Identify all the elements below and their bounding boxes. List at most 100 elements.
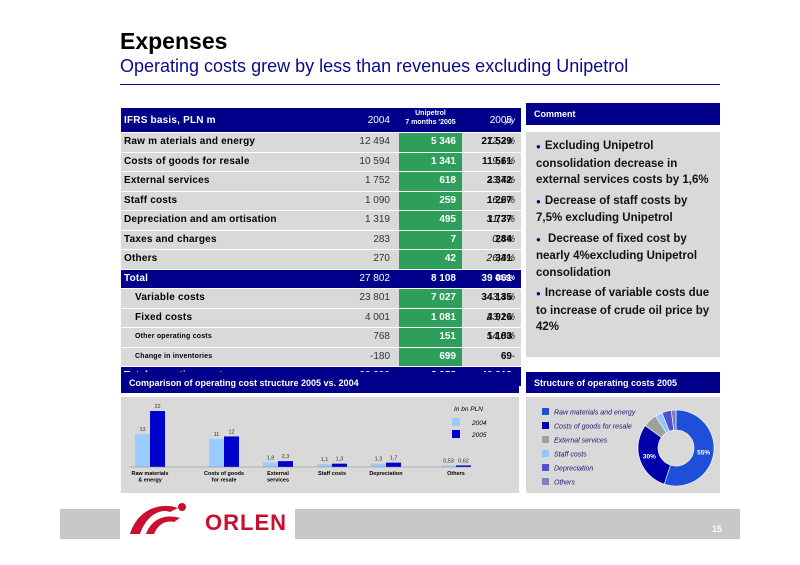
row-label: Depreciation and am ortisation — [124, 214, 277, 225]
table-row: Staff costs 1 090 259 1 267 16,2% — [121, 191, 521, 211]
legend-swatch — [542, 478, 549, 485]
value-unipetrol: 7 — [450, 233, 456, 245]
bar-value-label: 11 — [214, 432, 220, 438]
bar-chart-title: Comparison of operating cost structure 2… — [129, 378, 359, 388]
orlen-eagle-icon — [130, 503, 186, 534]
value-unipetrol: 259 — [439, 194, 456, 206]
category-label: services — [267, 478, 289, 484]
value-2005: 2 342 — [486, 175, 512, 186]
value-unipetrol-cell: 618 — [399, 172, 462, 191]
legend-swatch — [542, 436, 549, 443]
row-label: Variable costs — [135, 292, 206, 303]
comment-item: ● Excluding Unipetrol consolidation decre… — [536, 138, 716, 189]
value-yy: 33,7% — [486, 175, 515, 186]
value-2004: 1 752 — [364, 175, 390, 186]
value-2005: 4 926 — [486, 311, 512, 323]
table-header-row: IFRS basis, PLN m 2004 Unipetrol 7 month… — [121, 108, 521, 133]
table-row: Variable costs 23 801 7 027 34 135 43,4% — [121, 289, 521, 309]
value-unipetrol: 618 — [439, 175, 456, 186]
bullet-icon: ● — [536, 289, 541, 298]
value-2005: 34 135 — [481, 292, 512, 303]
row-label: Other operating costs — [135, 333, 212, 340]
table-row: Costs of goods for resale 10 594 1 341 11 5… — [121, 152, 521, 172]
pie-chart-panel: Raw materials and energy Costs of goods f… — [526, 397, 720, 493]
value-2005: 1 183 — [486, 331, 512, 342]
pie-chart-header: Structure of operating costs 2005 — [526, 372, 720, 393]
bullet-icon: ● — [536, 196, 541, 206]
value-2005: 21 529 — [481, 136, 512, 147]
value-2004: 1 090 — [364, 194, 390, 206]
bar-value-label: 0,53 — [443, 459, 454, 465]
row-label: Fixed costs — [135, 311, 193, 323]
value-yy: 40,5% — [495, 274, 515, 282]
value-yy: 23,1% — [486, 311, 515, 323]
value-unipetrol-cell: 1 341 — [399, 152, 462, 171]
bar-2004 — [371, 463, 386, 467]
legend-label: 2005 — [471, 432, 487, 439]
legend-label: Depreciation — [554, 466, 593, 473]
bar-2005 — [150, 411, 165, 467]
bar-value-label: 2,3 — [282, 454, 290, 460]
value-unipetrol-cell: 8 108 — [399, 269, 462, 288]
value-2004: 12 494 — [359, 136, 390, 147]
row-label: External services — [124, 175, 210, 186]
value-unipetrol: 8 108 — [430, 272, 456, 284]
pie-slice-label: 55% — [697, 449, 710, 456]
pie-chart: Raw materials and energy Costs of goods f… — [542, 408, 715, 487]
value-unipetrol-cell: 5 346 — [399, 133, 462, 152]
bar-value-label: 22 — [154, 404, 160, 410]
bar-2005 — [456, 465, 471, 467]
legend-label: Others — [554, 480, 576, 487]
value-unipetrol-cell: 1 081 — [399, 308, 462, 327]
page-number: 15 — [712, 524, 723, 534]
orlen-logo: ORLEN — [205, 510, 287, 535]
value-unipetrol-cell: 259 — [399, 191, 462, 210]
legend-swatch — [542, 464, 549, 471]
value-2004: 283 — [373, 233, 390, 245]
table-row: External services 1 752 618 2 342 33,7% — [121, 172, 521, 192]
value-unipetrol: 1 081 — [430, 311, 456, 323]
value-unipetrol-cell: 151 — [399, 328, 462, 347]
bar-chart-panel: 13 22 Raw materials & energy 11 12 Costs of go… — [121, 397, 519, 493]
bar-2004 — [209, 439, 224, 467]
bar-value-label: 1,8 — [267, 455, 275, 461]
value-yy: 54,0% — [486, 331, 515, 342]
value-unipetrol: 495 — [439, 214, 456, 225]
value-unipetrol: 699 — [439, 350, 456, 362]
value-2004: 1 319 — [364, 214, 390, 225]
table-row: Taxes and charges 283 7 284 0,4% — [121, 230, 521, 250]
title-divider — [120, 84, 720, 85]
legend-label: 2004 — [471, 420, 487, 427]
value-yy: - — [511, 350, 515, 362]
legend-label: Costs of goods for resale — [554, 424, 632, 431]
category-label: for resale — [212, 478, 237, 484]
category-label: Raw materials — [132, 471, 169, 477]
header-2005: 2005 — [489, 115, 512, 126]
value-2005: 39 061 — [481, 272, 512, 284]
table-body: Raw m aterials and energy 12 494 5 346 21 5… — [121, 133, 521, 387]
table-row: Other operating costs 768 151 1 183 54,0% — [121, 328, 521, 348]
logo-area — [120, 498, 295, 539]
category-label: Costs of goods — [204, 471, 244, 477]
legend-label: External services — [554, 438, 608, 445]
table-row: Raw m aterials and energy 12 494 5 346 21 5… — [121, 133, 521, 153]
bar-2005 — [386, 462, 401, 467]
row-label: Taxes and charges — [124, 233, 217, 245]
value-2004: 4 001 — [364, 311, 390, 323]
row-label: Staff costs — [124, 194, 178, 206]
bar-value-label: 1,3 — [375, 457, 383, 463]
header-unipetrol-line2: 7 months '2005 — [405, 119, 456, 126]
comment-heading: Comment — [534, 109, 576, 119]
pie-slice — [663, 409, 715, 487]
value-yy: 26,3% — [486, 253, 515, 264]
table-row: Fixed costs 4 001 1 081 4 926 23,1% — [121, 308, 521, 328]
value-2004: 27 802 — [359, 272, 390, 284]
bar-2004 — [441, 465, 456, 467]
value-unipetrol-cell: 699 — [399, 347, 462, 366]
pie-chart-title: Structure of operating costs 2005 — [534, 378, 678, 388]
bar-value-label: 12 — [228, 429, 234, 435]
value-2004: 270 — [373, 253, 390, 264]
header-yy: y/y — [504, 116, 515, 125]
value-2004: -180 — [369, 350, 390, 362]
row-label: Total — [124, 272, 149, 284]
